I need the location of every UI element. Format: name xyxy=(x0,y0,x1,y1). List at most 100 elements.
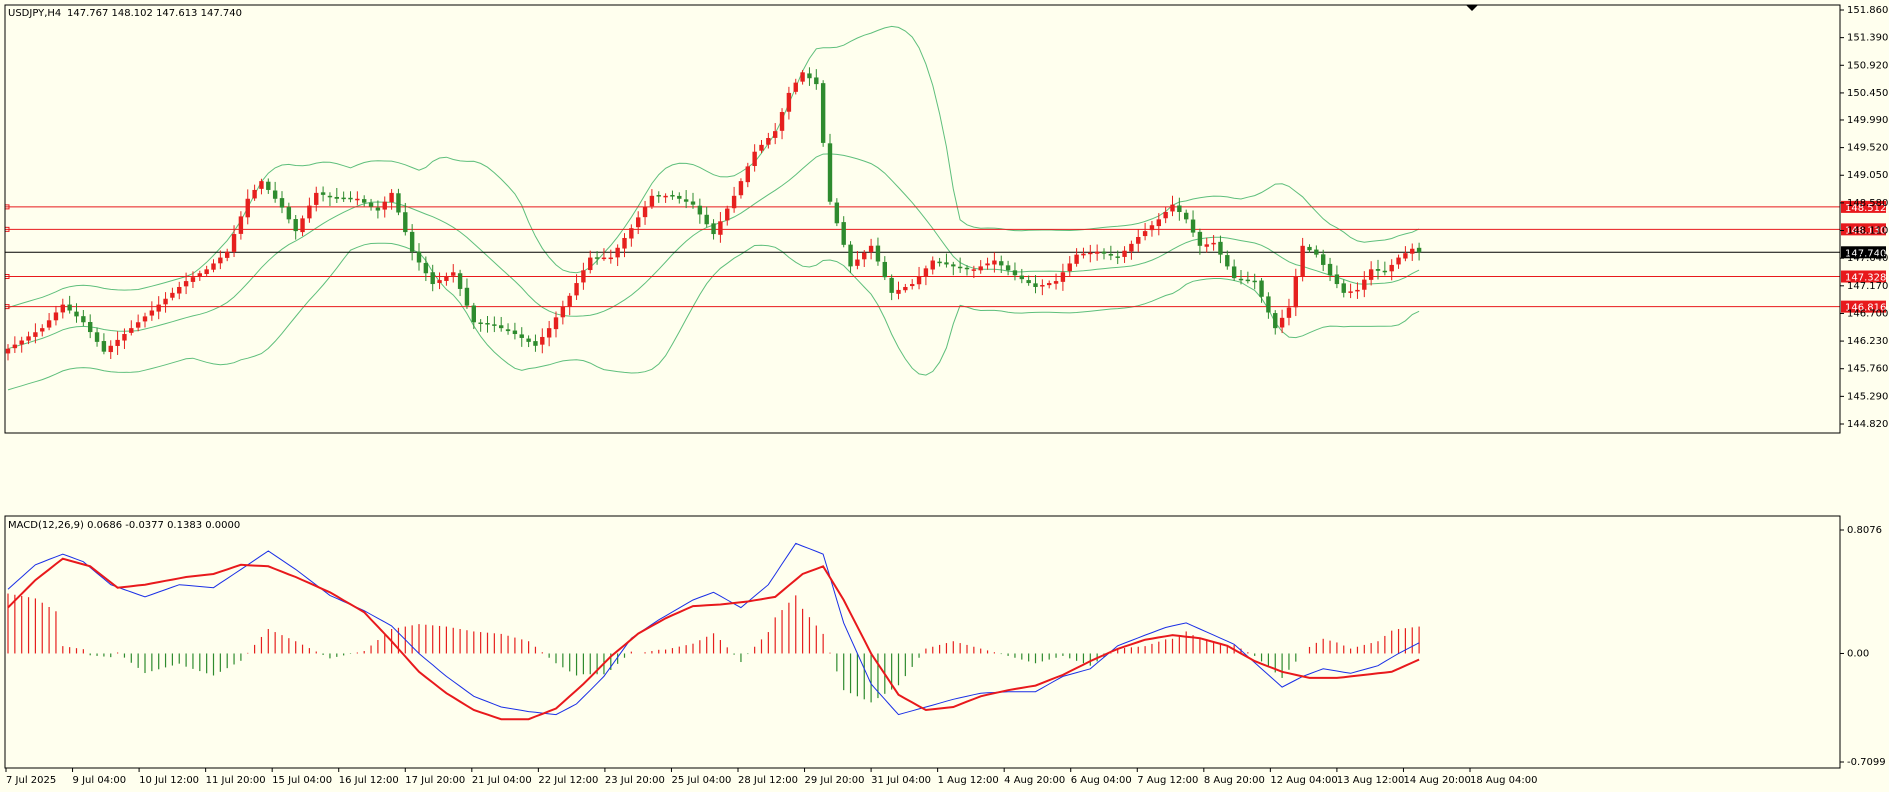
candle-body[interactable] xyxy=(341,197,346,200)
candle-body[interactable] xyxy=(135,322,141,328)
candle-body[interactable] xyxy=(731,195,737,209)
candle-body[interactable] xyxy=(711,223,716,235)
candle-body[interactable] xyxy=(629,228,634,239)
candle-body[interactable] xyxy=(416,251,422,263)
candle-body[interactable] xyxy=(74,311,79,317)
candle-body[interactable] xyxy=(683,199,689,202)
candle-body[interactable] xyxy=(142,316,148,322)
candle-body[interactable] xyxy=(1101,251,1107,254)
candle-body[interactable] xyxy=(800,72,805,82)
candle-body[interactable] xyxy=(910,284,915,287)
candle-body[interactable] xyxy=(985,263,990,266)
candle-body[interactable] xyxy=(1273,313,1278,329)
candle-body[interactable] xyxy=(752,151,757,167)
candle-body[interactable] xyxy=(67,304,72,311)
candle-body[interactable] xyxy=(834,202,840,224)
candle-body[interactable] xyxy=(766,138,771,145)
candle-body[interactable] xyxy=(334,196,339,199)
candle-body[interactable] xyxy=(704,214,709,225)
candle-body[interactable] xyxy=(88,322,93,333)
candle-body[interactable] xyxy=(396,193,401,213)
candle-body[interactable] xyxy=(40,328,45,332)
candle-body[interactable] xyxy=(848,244,853,267)
candle-body[interactable] xyxy=(266,181,271,190)
candle-body[interactable] xyxy=(1334,274,1340,285)
candle-body[interactable] xyxy=(1012,270,1018,276)
candle-body[interactable] xyxy=(437,280,442,283)
candle-body[interactable] xyxy=(862,252,867,260)
candle-body[interactable] xyxy=(430,272,435,285)
candle-body[interactable] xyxy=(677,195,682,199)
candle-body[interactable] xyxy=(362,199,367,203)
candle-body[interactable] xyxy=(307,205,312,219)
candle-body[interactable] xyxy=(1396,257,1401,265)
candle-body[interactable] xyxy=(122,334,127,341)
candle-body[interactable] xyxy=(937,261,942,264)
candle-body[interactable] xyxy=(245,198,250,218)
candle-body[interactable] xyxy=(170,292,175,298)
candle-body[interactable] xyxy=(1211,242,1216,245)
candle-body[interactable] xyxy=(382,201,387,210)
candle-body[interactable] xyxy=(588,257,593,271)
candle-body[interactable] xyxy=(1026,280,1031,284)
candle-body[interactable] xyxy=(896,289,901,294)
candle-body[interactable] xyxy=(1231,266,1237,279)
candle-body[interactable] xyxy=(1252,280,1257,283)
candle-body[interactable] xyxy=(978,266,983,271)
candle-body[interactable] xyxy=(923,268,929,277)
candle-body[interactable] xyxy=(272,190,278,199)
candle-body[interactable] xyxy=(1019,275,1024,280)
candle-body[interactable] xyxy=(1163,212,1168,219)
candle-body[interactable] xyxy=(1286,307,1292,318)
candle-body[interactable] xyxy=(567,295,572,307)
candle-body[interactable] xyxy=(1047,283,1052,286)
candle-body[interactable] xyxy=(526,338,531,342)
candle-body[interactable] xyxy=(286,206,292,220)
candle-body[interactable] xyxy=(204,269,209,275)
candle-body[interactable] xyxy=(478,322,483,324)
candle-body[interactable] xyxy=(786,92,792,112)
candle-body[interactable] xyxy=(1156,219,1161,227)
candle-body[interactable] xyxy=(779,112,785,131)
candle-body[interactable] xyxy=(499,325,504,329)
candle-body[interactable] xyxy=(129,328,134,333)
candle-body[interactable] xyxy=(964,267,970,270)
candle-body[interactable] xyxy=(46,320,52,328)
candle-body[interactable] xyxy=(745,166,750,183)
candle-body[interactable] xyxy=(656,195,661,197)
candle-body[interactable] xyxy=(485,323,490,325)
candle-body[interactable] xyxy=(492,324,497,326)
candle-body[interactable] xyxy=(725,208,730,221)
candle-body[interactable] xyxy=(1314,249,1319,255)
candle-body[interactable] xyxy=(211,263,216,270)
candle-body[interactable] xyxy=(560,306,566,318)
candle-body[interactable] xyxy=(108,345,113,353)
candle-body[interactable] xyxy=(1218,241,1223,255)
candle-body[interactable] xyxy=(1327,263,1333,276)
candle-body[interactable] xyxy=(464,287,470,306)
candle-body[interactable] xyxy=(279,198,285,208)
candle-body[interactable] xyxy=(663,195,668,198)
candle-body[interactable] xyxy=(81,316,86,323)
candle-body[interactable] xyxy=(875,245,881,262)
candle-body[interactable] xyxy=(1403,253,1408,259)
candle-body[interactable] xyxy=(1081,253,1086,256)
candle-body[interactable] xyxy=(1053,281,1059,284)
candle-body[interactable] xyxy=(293,219,298,232)
candle-body[interactable] xyxy=(471,305,476,323)
candle-body[interactable] xyxy=(1129,243,1134,252)
candle-body[interactable] xyxy=(300,218,305,233)
candle-body[interactable] xyxy=(697,205,703,215)
candle-body[interactable] xyxy=(60,304,65,313)
candle-body[interactable] xyxy=(540,336,545,345)
candle-body[interactable] xyxy=(1410,248,1415,254)
candle-body[interactable] xyxy=(320,192,326,195)
candle-body[interactable] xyxy=(12,344,18,349)
candle-body[interactable] xyxy=(1293,276,1298,308)
candle-body[interactable] xyxy=(1177,205,1182,213)
candle-body[interactable] xyxy=(163,298,168,305)
candle-body[interactable] xyxy=(149,310,155,316)
candle-body[interactable] xyxy=(1238,278,1244,281)
candle-body[interactable] xyxy=(115,339,120,346)
